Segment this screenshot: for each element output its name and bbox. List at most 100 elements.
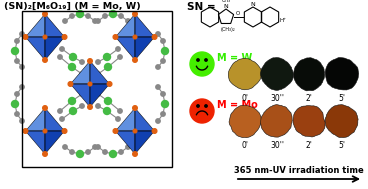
Circle shape: [103, 53, 110, 60]
Circle shape: [88, 59, 92, 63]
Text: 2': 2': [305, 141, 312, 150]
Text: SN =: SN =: [187, 2, 216, 12]
Circle shape: [15, 92, 19, 96]
Circle shape: [93, 145, 97, 149]
Text: (CH₃)₂: (CH₃)₂: [221, 27, 236, 32]
Text: 5': 5': [339, 94, 346, 103]
Polygon shape: [25, 37, 45, 60]
Circle shape: [133, 35, 137, 39]
Polygon shape: [229, 105, 262, 138]
Circle shape: [96, 19, 100, 23]
Circle shape: [113, 35, 118, 39]
Circle shape: [58, 55, 62, 59]
Circle shape: [68, 98, 75, 105]
Polygon shape: [261, 57, 294, 90]
Circle shape: [43, 129, 47, 133]
Circle shape: [96, 145, 100, 149]
Circle shape: [156, 85, 160, 89]
Polygon shape: [25, 14, 45, 37]
Circle shape: [68, 82, 73, 86]
Circle shape: [71, 109, 75, 113]
Circle shape: [15, 112, 19, 116]
Circle shape: [86, 150, 90, 154]
Circle shape: [13, 49, 17, 53]
Circle shape: [96, 72, 100, 76]
Text: O: O: [236, 11, 240, 16]
Circle shape: [106, 99, 110, 103]
Circle shape: [96, 104, 100, 108]
Circle shape: [197, 59, 199, 61]
Text: N: N: [251, 2, 255, 7]
Polygon shape: [325, 105, 358, 138]
Circle shape: [71, 55, 75, 59]
Text: N: N: [224, 4, 229, 9]
Circle shape: [133, 12, 137, 16]
Circle shape: [156, 32, 160, 36]
Polygon shape: [45, 37, 64, 60]
Circle shape: [119, 150, 123, 154]
Circle shape: [116, 47, 120, 51]
Circle shape: [156, 65, 160, 69]
Polygon shape: [116, 14, 135, 37]
Circle shape: [205, 59, 207, 61]
Circle shape: [60, 47, 64, 51]
Circle shape: [23, 35, 28, 39]
Circle shape: [43, 152, 47, 156]
Circle shape: [63, 145, 67, 149]
Circle shape: [126, 145, 130, 149]
Circle shape: [13, 102, 17, 106]
Circle shape: [43, 58, 47, 62]
Circle shape: [103, 14, 107, 18]
Circle shape: [80, 60, 84, 64]
Circle shape: [105, 98, 112, 105]
Circle shape: [70, 65, 74, 69]
Circle shape: [110, 150, 117, 157]
Circle shape: [80, 104, 84, 108]
Circle shape: [80, 72, 84, 76]
Circle shape: [190, 52, 214, 76]
Polygon shape: [25, 131, 45, 154]
Polygon shape: [45, 14, 64, 37]
Text: 0': 0': [241, 141, 248, 150]
Circle shape: [113, 129, 118, 133]
Polygon shape: [90, 61, 110, 84]
Text: 5': 5': [339, 141, 346, 150]
Circle shape: [88, 82, 92, 86]
Circle shape: [20, 32, 24, 36]
Circle shape: [190, 99, 214, 123]
Circle shape: [70, 108, 77, 115]
Circle shape: [205, 105, 207, 107]
Text: 0': 0': [241, 94, 248, 103]
Circle shape: [105, 109, 109, 113]
Circle shape: [70, 99, 74, 103]
Circle shape: [15, 59, 19, 63]
Polygon shape: [70, 84, 90, 107]
Polygon shape: [135, 131, 155, 154]
Circle shape: [62, 35, 67, 39]
Polygon shape: [293, 106, 325, 137]
Polygon shape: [70, 61, 90, 84]
Circle shape: [107, 82, 112, 86]
Circle shape: [96, 92, 100, 96]
Circle shape: [118, 109, 122, 113]
Circle shape: [88, 105, 92, 109]
Circle shape: [77, 11, 84, 18]
Polygon shape: [325, 57, 359, 90]
Circle shape: [133, 152, 137, 156]
Circle shape: [68, 64, 75, 70]
Circle shape: [43, 35, 47, 39]
Circle shape: [152, 129, 157, 133]
Circle shape: [70, 150, 74, 154]
Circle shape: [133, 106, 137, 110]
Circle shape: [152, 35, 157, 39]
Circle shape: [163, 102, 167, 106]
Text: 30'': 30'': [270, 94, 284, 103]
Circle shape: [86, 14, 90, 18]
Circle shape: [161, 39, 165, 43]
Circle shape: [70, 53, 77, 60]
Circle shape: [70, 14, 74, 18]
Circle shape: [103, 108, 110, 115]
Circle shape: [118, 55, 122, 59]
Polygon shape: [25, 108, 45, 131]
Circle shape: [133, 58, 137, 62]
